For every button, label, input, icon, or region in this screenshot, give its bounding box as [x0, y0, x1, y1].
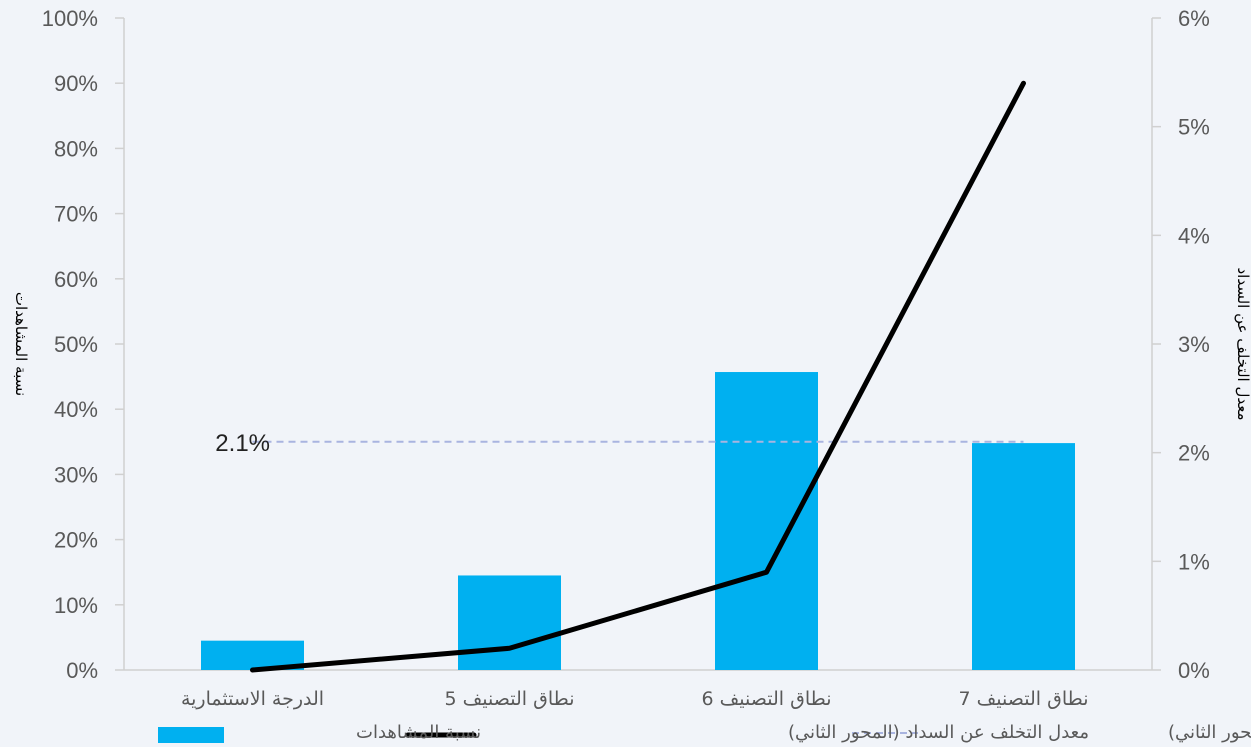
x-tick-label: نطاق التصنيف 7 — [959, 688, 1089, 710]
bar — [458, 575, 561, 670]
right-tick-label: 4% — [1178, 223, 1210, 248]
right-tick-label: 2% — [1178, 441, 1210, 466]
right-tick-label: 6% — [1178, 6, 1210, 31]
legend-label-observations: نسبة المشاهدات — [356, 722, 481, 743]
right-tick-label: 3% — [1178, 332, 1210, 357]
x-tick-label: نطاق التصنيف 5 — [445, 688, 575, 710]
default-rate-line — [250, 80, 1026, 673]
bar — [715, 372, 818, 670]
bar — [972, 443, 1075, 670]
right-axis-title: معدل التخلف عن السداد — [1234, 268, 1251, 421]
left-tick-label: 30% — [54, 462, 98, 487]
x-tick-label: نطاق التصنيف 6 — [702, 688, 832, 710]
left-tick-label: 20% — [54, 528, 98, 553]
left-tick-label: 80% — [54, 136, 98, 161]
left-tick-label: 100% — [42, 6, 98, 31]
left-axis-title: نسبة المشاهدات — [12, 292, 30, 396]
x-tick-label: الدرجة الاستثمارية — [181, 688, 324, 710]
legend-label-default-rate: معدل التخلف عن السداد (المحور الثاني) — [788, 722, 1089, 743]
left-tick-label: 90% — [54, 71, 98, 96]
right-tick-label: 0% — [1178, 658, 1210, 683]
left-tick-label: 50% — [54, 332, 98, 357]
left-tick-label: 40% — [54, 397, 98, 422]
right-tick-label: 1% — [1178, 549, 1210, 574]
legend-label-weighted-average: المتوسط المرجح (المحور الثاني) — [1168, 722, 1251, 743]
average-annotation-label: 2.1% — [215, 430, 270, 457]
legend-swatch-observations — [158, 727, 224, 743]
left-tick-label: 0% — [66, 658, 98, 683]
left-tick-label: 60% — [54, 267, 98, 292]
left-tick-label: 10% — [54, 593, 98, 618]
right-tick-label: 5% — [1178, 115, 1210, 140]
left-tick-label: 70% — [54, 202, 98, 227]
